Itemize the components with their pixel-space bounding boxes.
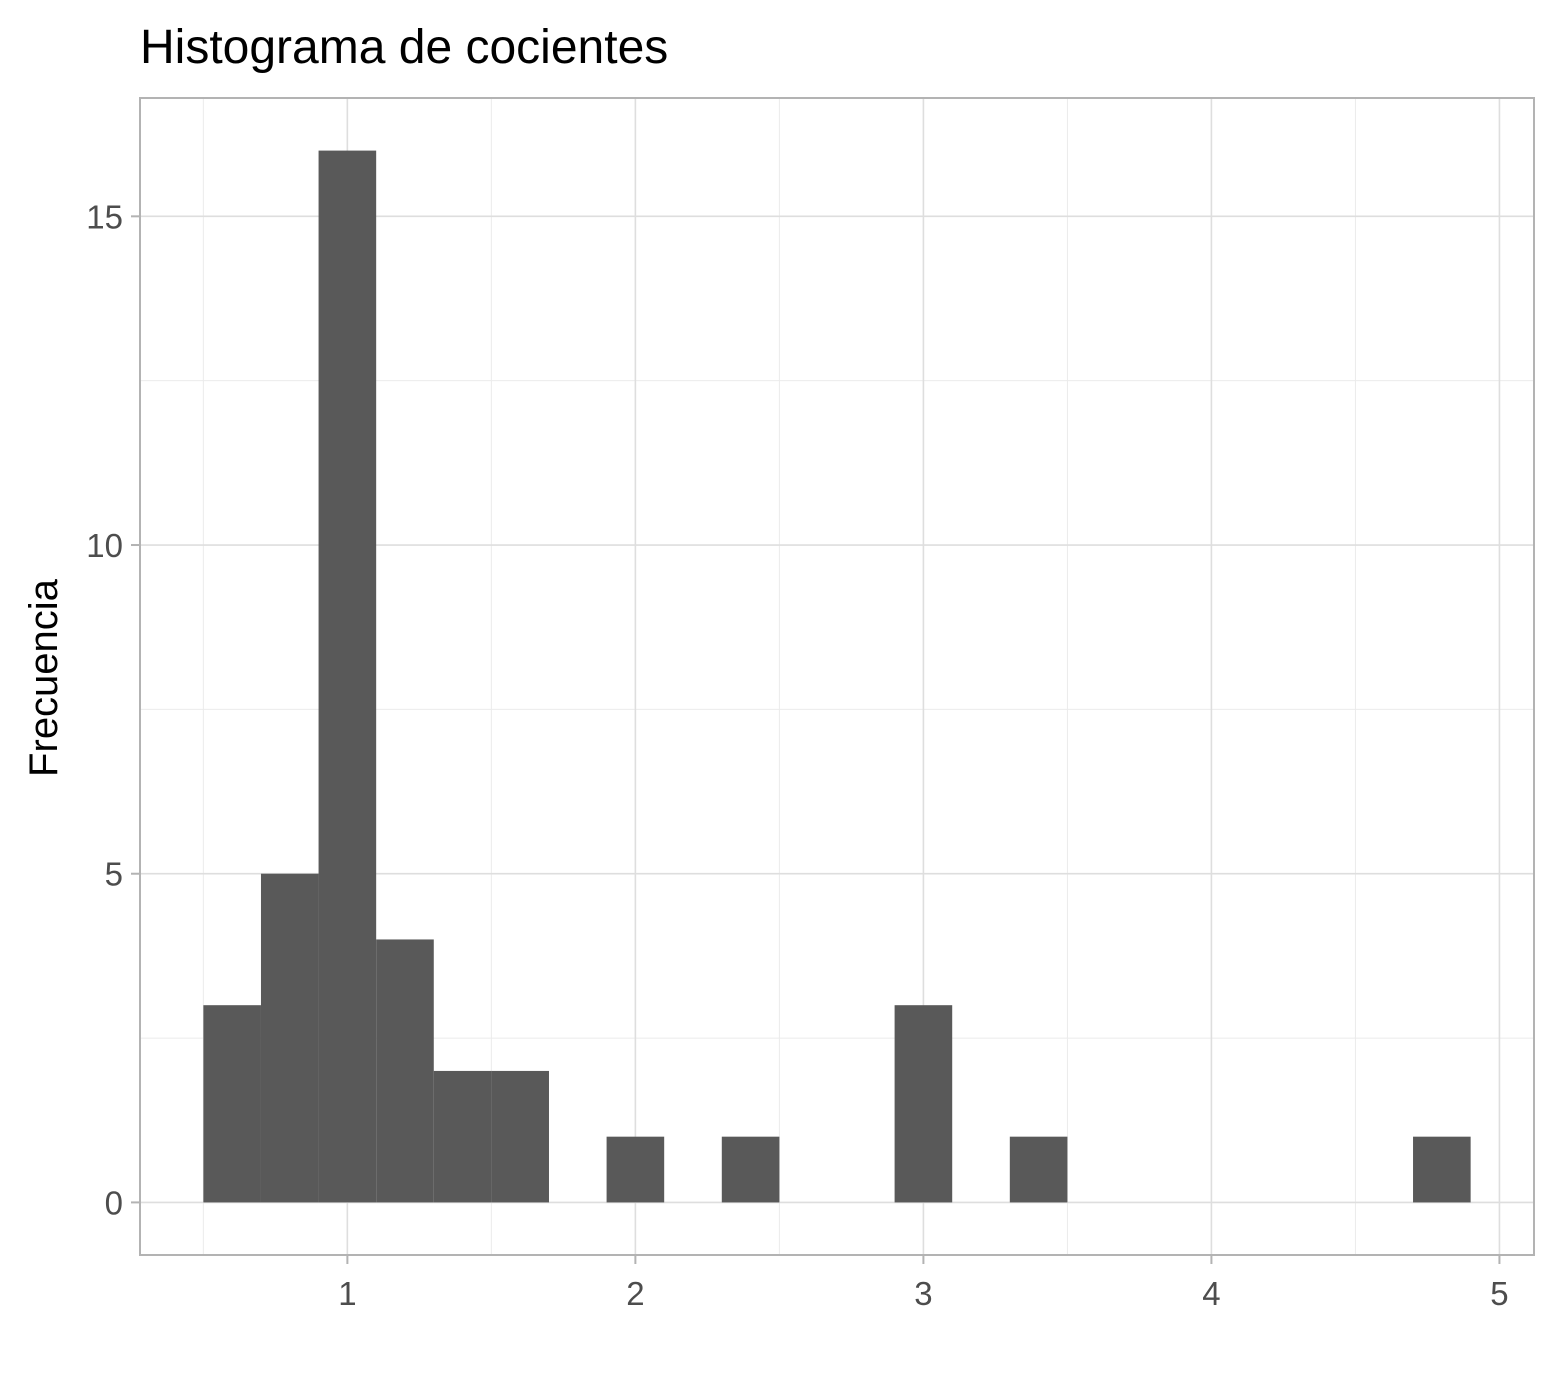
x-tick-label: 2 [626,1275,644,1312]
histogram-bar [1009,1136,1068,1203]
y-tick-label: 10 [86,527,123,564]
x-tick-label: 3 [914,1275,932,1312]
chart-title: Histograma de cocientes [140,21,668,74]
histogram-bar [606,1136,665,1203]
y-axis-title: Frecuencia [22,578,66,777]
panel-border [139,97,1535,1256]
histogram-bars [203,150,1471,1203]
histogram-bar [894,1005,953,1203]
y-tick-label: 0 [105,1184,123,1221]
histogram-bar [203,1005,261,1203]
histogram-bar [721,1136,780,1203]
x-tick-label: 4 [1202,1275,1220,1312]
y-axis: 0 5 10 15 [86,198,140,1221]
histogram-bar [1413,1136,1471,1203]
x-tick-label: 1 [338,1275,356,1312]
histogram-bar [376,939,434,1203]
y-tick-label: 5 [105,856,123,893]
histogram-bar [260,873,319,1203]
x-tick-label: 5 [1490,1275,1508,1312]
y-tick-label: 15 [86,198,123,235]
histogram-bar [318,150,377,1203]
x-axis: 1 2 3 4 5 [338,1255,1509,1312]
histogram-bar [433,1070,492,1203]
histogram-bar [491,1070,549,1203]
